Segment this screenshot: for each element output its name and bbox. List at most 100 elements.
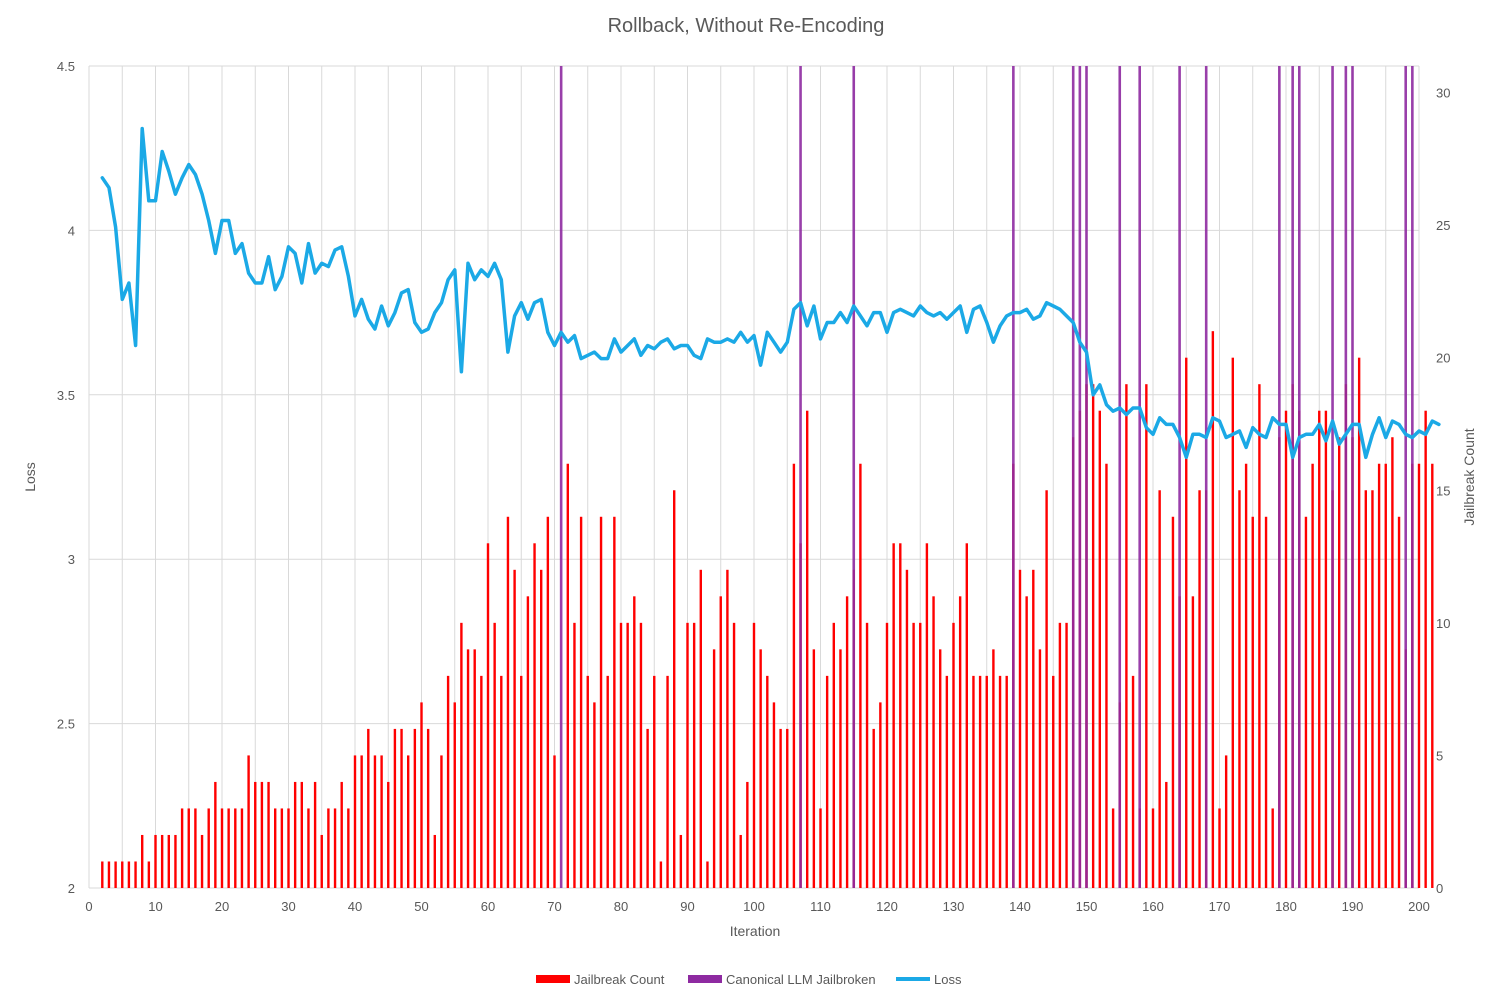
- jailbreak-bar: [998, 675, 1002, 888]
- jailbreak-bar: [905, 569, 909, 888]
- jailbreak-bar: [1185, 357, 1188, 888]
- jailbreak-bar: [180, 808, 184, 888]
- jailbreak-bar: [1371, 490, 1374, 888]
- jailbreak-bar: [526, 596, 530, 888]
- y2-tick-label: 5: [1436, 748, 1443, 763]
- jailbreak-bar: [726, 569, 729, 888]
- jailbreak-bar: [1032, 569, 1035, 888]
- jailbreak-bar: [393, 728, 397, 888]
- jailbreak-bar: [353, 755, 357, 888]
- jailbreak-bar: [373, 755, 377, 888]
- jailbreak-bar: [280, 808, 284, 888]
- jailbreak-bar: [247, 755, 250, 888]
- jailbreak-bar: [766, 675, 769, 888]
- jailbreak-bar: [1191, 596, 1195, 888]
- jailbreak-bar: [952, 622, 955, 888]
- jailbreak-bar: [1211, 331, 1215, 889]
- canonical-spike: [1278, 66, 1281, 888]
- jailbreak-bar: [732, 622, 736, 888]
- canonical-spike: [559, 66, 563, 888]
- jailbreak-bar: [1251, 516, 1254, 888]
- legend-label-jailbreak-count: Jailbreak Count: [574, 972, 665, 987]
- canonical-spike: [1351, 66, 1354, 888]
- jailbreak-bar: [1338, 437, 1341, 888]
- canonical-spike: [1085, 66, 1088, 888]
- canonical-spike: [1411, 66, 1414, 888]
- jailbreak-bar: [121, 861, 124, 888]
- canonical-spike: [1178, 66, 1181, 888]
- jailbreak-bar: [540, 569, 543, 888]
- legend-item-loss: Loss: [896, 972, 962, 987]
- x-tick-label: 190: [1342, 899, 1364, 914]
- canonical-spike: [1078, 66, 1082, 888]
- jailbreak-bar: [433, 834, 436, 888]
- jailbreak-bar: [939, 649, 942, 888]
- jailbreak-bar: [752, 622, 756, 888]
- y-tick-label: 4.5: [57, 59, 75, 74]
- y2-tick-label: 25: [1436, 218, 1450, 233]
- jailbreak-bar: [274, 808, 277, 888]
- jailbreak-bar: [892, 543, 895, 888]
- x-tick-label: 50: [414, 899, 428, 914]
- jailbreak-bar: [639, 622, 643, 888]
- jailbreak-bar: [1377, 463, 1381, 888]
- jailbreak-bar: [254, 781, 257, 888]
- jailbreak-bar: [819, 808, 822, 888]
- y-tick-label: 4: [68, 223, 75, 238]
- jailbreak-bar: [978, 675, 982, 888]
- jailbreak-bar: [925, 543, 929, 888]
- x-tick-label: 130: [943, 899, 965, 914]
- jailbreak-bar: [746, 781, 749, 888]
- jailbreak-bar: [1284, 410, 1288, 888]
- jailbreak-bar: [1311, 463, 1314, 888]
- jailbreak-bar: [1058, 622, 1062, 888]
- canonical-spike: [1118, 66, 1122, 888]
- jailbreak-bar: [1218, 808, 1221, 888]
- jailbreak-bar: [673, 490, 676, 888]
- jailbreak-bar: [1397, 516, 1401, 888]
- jailbreak-bar: [985, 675, 988, 888]
- jailbreak-bar: [1224, 755, 1228, 888]
- jailbreak-bar: [347, 808, 350, 888]
- jailbreak-bar: [440, 755, 443, 888]
- canonical-spike: [1204, 66, 1208, 888]
- jailbreak-bar: [1271, 808, 1274, 888]
- y-tick-label: 2: [68, 881, 75, 896]
- jailbreak-bar: [739, 834, 742, 888]
- jailbreak-bar: [313, 781, 317, 888]
- jailbreak-bar: [1238, 490, 1241, 888]
- jailbreak-bar: [1005, 675, 1008, 888]
- jailbreak-bar: [958, 596, 962, 888]
- jailbreak-bar: [1151, 808, 1155, 888]
- jailbreak-bar: [426, 728, 430, 888]
- jailbreak-bar: [1145, 384, 1148, 888]
- jailbreak-bar: [513, 569, 516, 888]
- jailbreak-bar: [293, 781, 297, 888]
- jailbreak-bar: [500, 675, 503, 888]
- jailbreak-bar: [992, 649, 995, 888]
- jailbreak-bar: [473, 649, 476, 888]
- jailbreak-bar: [786, 728, 789, 888]
- y2-tick-label: 30: [1436, 86, 1450, 101]
- jailbreak-bar: [460, 622, 463, 888]
- jailbreak-bar: [599, 516, 603, 888]
- jailbreak-bar: [553, 755, 556, 888]
- jailbreak-bar: [633, 596, 636, 888]
- jailbreak-bar: [107, 861, 111, 888]
- legend-swatch-canonical: [688, 975, 722, 983]
- jailbreak-bar: [520, 675, 523, 888]
- jailbreak-bar: [287, 808, 290, 888]
- jailbreak-bar: [1105, 463, 1108, 888]
- jailbreak-bar: [1304, 516, 1308, 888]
- x-axis-label: Iteration: [730, 923, 781, 939]
- y2-tick-label: 0: [1436, 881, 1443, 896]
- loss-series: [100, 126, 1441, 460]
- y2-tick-label: 15: [1436, 483, 1450, 498]
- y-tick-label: 2.5: [57, 717, 75, 732]
- jailbreak-bar: [260, 781, 264, 888]
- x-tick-label: 60: [481, 899, 495, 914]
- jailbreak-bar: [453, 702, 456, 888]
- jailbreak-bar: [719, 596, 722, 888]
- canonical-spike: [1344, 66, 1348, 888]
